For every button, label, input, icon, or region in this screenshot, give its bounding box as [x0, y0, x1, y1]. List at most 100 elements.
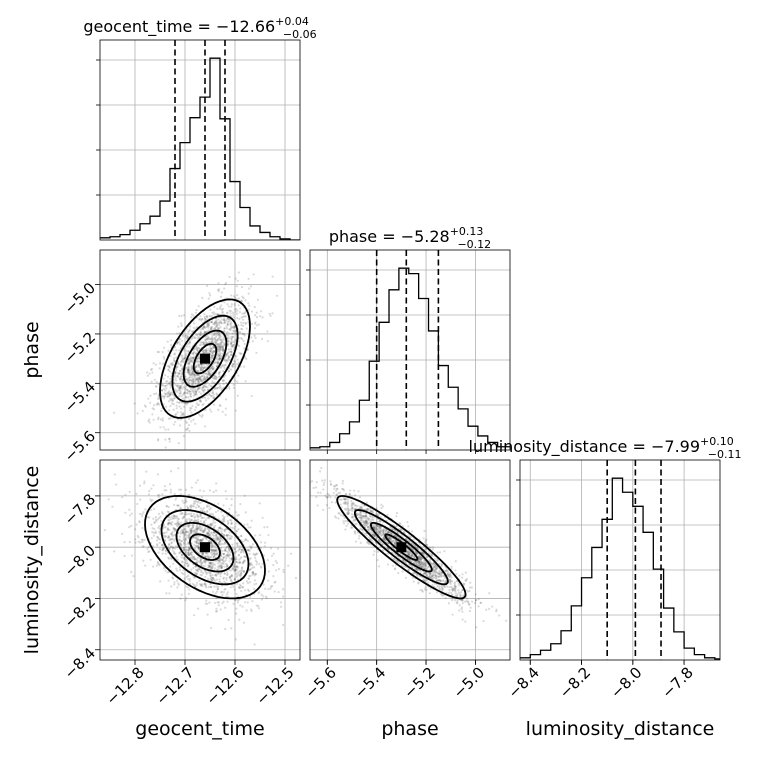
sample-point — [407, 568, 410, 571]
sample-point — [201, 552, 205, 556]
sample-point — [199, 514, 202, 517]
sample-point — [174, 377, 177, 380]
sample-point — [178, 341, 181, 344]
sample-point — [200, 317, 204, 321]
sample-point — [195, 530, 199, 533]
sample-point — [196, 607, 200, 610]
sample-point — [438, 562, 441, 566]
sample-point — [185, 519, 188, 522]
sample-point — [157, 512, 161, 515]
sample-point — [201, 374, 204, 378]
sample-point — [251, 571, 254, 574]
sample-point — [203, 377, 207, 380]
sample-point — [203, 560, 206, 563]
sample-point — [230, 303, 233, 306]
sample-point — [204, 536, 207, 539]
sample-point — [208, 373, 211, 376]
sample-point — [183, 543, 186, 546]
sample-point — [289, 552, 293, 555]
sample-point — [366, 508, 369, 511]
sample-point — [196, 379, 200, 382]
sample-point — [198, 366, 201, 369]
sample-point — [253, 566, 256, 569]
sample-point — [202, 342, 205, 345]
sample-point — [187, 330, 190, 334]
sample-point — [453, 585, 457, 588]
sample-point — [407, 525, 410, 528]
sample-point — [334, 516, 338, 519]
sample-point — [199, 528, 202, 532]
sample-point — [419, 563, 423, 566]
sample-point — [219, 307, 222, 310]
sample-point — [218, 564, 221, 567]
sample-point — [244, 555, 247, 558]
sample-point — [239, 551, 242, 554]
sample-point — [213, 350, 216, 353]
sample-point — [193, 408, 197, 412]
sample-point — [228, 576, 231, 579]
sample-point — [425, 588, 428, 592]
sample-point — [194, 500, 197, 503]
sample-point — [219, 343, 222, 346]
sample-point — [230, 323, 233, 326]
sample-point — [234, 568, 237, 571]
sample-point — [202, 325, 205, 328]
sample-point — [178, 401, 181, 404]
sample-point — [429, 572, 432, 575]
sample-point — [205, 376, 208, 379]
sample-point — [351, 526, 354, 529]
sample-point — [205, 341, 208, 344]
sample-point — [417, 560, 420, 563]
sample-point — [221, 379, 224, 382]
sample-point — [197, 518, 200, 521]
sample-point — [386, 563, 389, 566]
panel-title-phase: phase = −5.28+0.13 −0.12 — [329, 225, 491, 251]
sample-point — [442, 579, 445, 582]
sample-point — [167, 375, 170, 378]
sample-point — [191, 336, 194, 340]
sample-point — [258, 534, 261, 537]
sample-point — [204, 583, 208, 586]
sample-point — [204, 349, 207, 352]
sample-point — [257, 607, 261, 610]
sample-point — [176, 401, 179, 404]
sample-point — [197, 545, 200, 548]
sample-point — [251, 543, 255, 546]
sample-point — [366, 507, 369, 511]
sample-point — [144, 564, 147, 567]
sample-point — [196, 479, 199, 482]
sample-point — [164, 536, 167, 539]
sample-point — [218, 358, 221, 361]
sample-point — [187, 350, 190, 353]
sample-point — [423, 529, 426, 533]
sample-point — [187, 367, 190, 370]
sample-point — [164, 428, 167, 431]
sample-point — [238, 548, 241, 551]
sample-point — [180, 407, 183, 410]
sample-point — [182, 541, 185, 544]
sample-point — [352, 502, 355, 505]
sample-point — [180, 540, 183, 543]
sample-point — [178, 378, 182, 381]
sample-point — [193, 571, 197, 574]
sample-point — [438, 569, 441, 572]
sample-point — [411, 530, 414, 533]
sample-point — [192, 378, 195, 381]
sample-point — [234, 296, 237, 299]
sample-point — [334, 501, 337, 504]
sample-point — [181, 333, 185, 336]
sample-point — [208, 320, 211, 324]
sample-point — [234, 598, 237, 602]
sample-point — [333, 487, 336, 490]
sample-point — [230, 294, 233, 297]
sample-point — [328, 506, 331, 510]
sample-point — [167, 523, 170, 526]
sample-point — [216, 288, 220, 292]
sample-point — [178, 376, 182, 380]
sample-point — [202, 349, 205, 352]
sample-point — [213, 377, 216, 380]
sample-point — [213, 567, 217, 570]
sample-point — [287, 564, 290, 567]
sample-point — [224, 407, 227, 410]
sample-point — [194, 531, 198, 534]
